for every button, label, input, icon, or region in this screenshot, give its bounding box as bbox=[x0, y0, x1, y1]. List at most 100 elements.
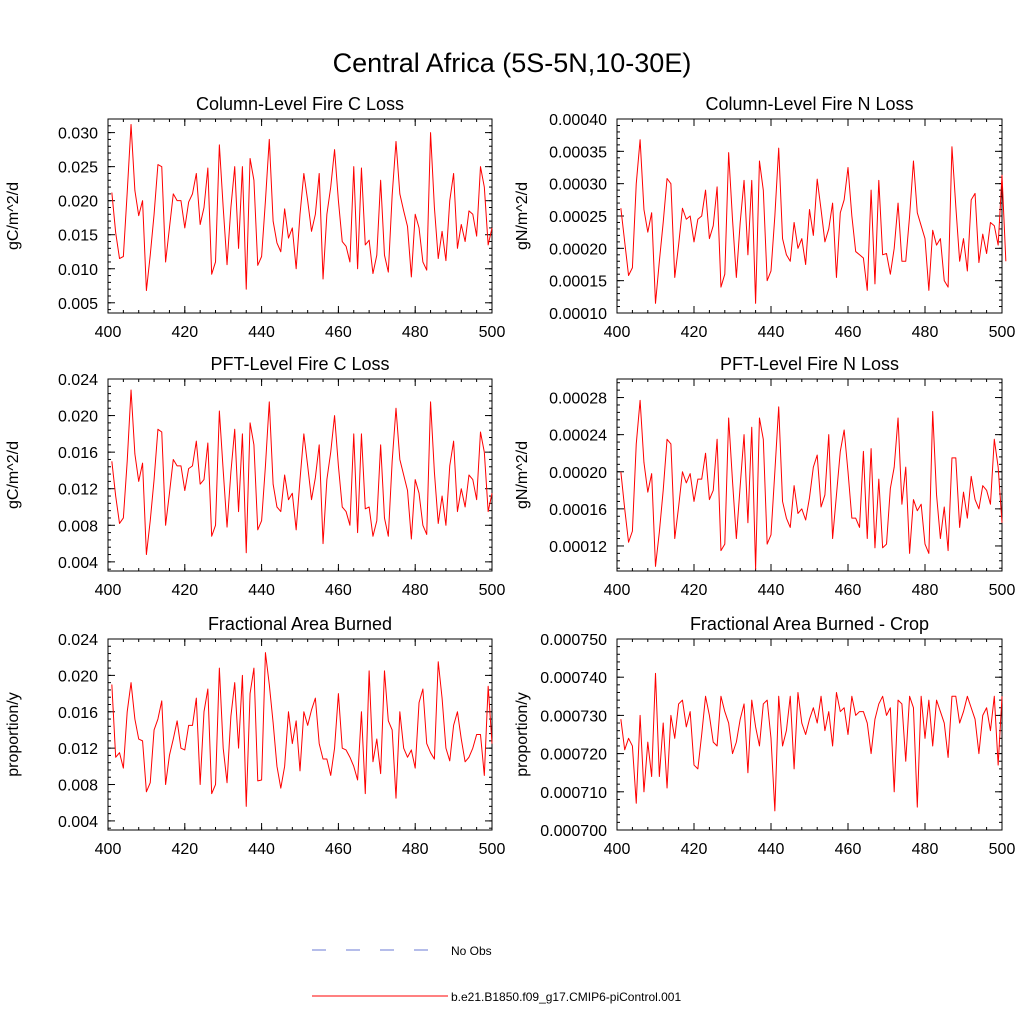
y-tick-label: 0.000750 bbox=[540, 632, 607, 649]
y-tick-label: 0.012 bbox=[58, 741, 98, 758]
y-tick-label: 0.025 bbox=[58, 160, 98, 177]
plot-frame bbox=[616, 378, 1003, 572]
x-tick-label: 480 bbox=[402, 582, 429, 599]
plot-frame bbox=[107, 638, 493, 831]
y-tick-label: 0.024 bbox=[58, 632, 98, 649]
x-tick-label: 420 bbox=[171, 841, 198, 858]
y-tick-label: 0.024 bbox=[58, 372, 98, 389]
x-tick-label: 460 bbox=[325, 582, 352, 599]
panel-title: PFT-Level Fire N Loss bbox=[720, 354, 899, 374]
y-tick-label: 0.00012 bbox=[549, 539, 607, 556]
y-tick-label: 0.000700 bbox=[540, 823, 607, 840]
y-tick-label: 0.016 bbox=[58, 445, 98, 462]
x-tick-label: 400 bbox=[604, 324, 631, 341]
figure-title: Central Africa (5S-5N,10-30E) bbox=[333, 48, 692, 78]
x-tick-label: 400 bbox=[95, 841, 122, 858]
x-tick-label: 440 bbox=[758, 841, 785, 858]
x-tick-label: 440 bbox=[248, 841, 275, 858]
y-tick-label: 0.00025 bbox=[549, 209, 607, 226]
chart-panel-2: 400 420 440 460 480 500 0.00010 0.00015 0.00020 0… bbox=[514, 94, 1015, 341]
x-tick-label: 480 bbox=[402, 841, 429, 858]
legend: No Obs b.e21.B1850.f09_g17.CMIP6-piContr… bbox=[312, 944, 681, 1004]
y-tick-label: 0.00030 bbox=[549, 177, 607, 194]
y-tick-label: 0.005 bbox=[58, 296, 98, 313]
x-tick-label: 500 bbox=[989, 324, 1016, 341]
chart-panels: 400 420 440 460 480 500 0.005 0.010 0.015 0.020 0.… bbox=[5, 94, 1015, 858]
x-tick-label: 400 bbox=[95, 324, 122, 341]
x-tick-label: 400 bbox=[95, 582, 122, 599]
chart-panel-4: 400 420 440 460 480 500 0.00012 0.00016 0.00020 0… bbox=[514, 354, 1015, 599]
y-tick-label: 0.015 bbox=[58, 228, 98, 245]
y-tick-label: 0.00016 bbox=[549, 502, 607, 519]
x-tick-label: 420 bbox=[171, 582, 198, 599]
y-tick-label: 0.012 bbox=[58, 482, 98, 499]
y-tick-label: 0.008 bbox=[58, 518, 98, 535]
panel-title: Column-Level Fire N Loss bbox=[705, 94, 913, 114]
x-tick-label: 400 bbox=[604, 841, 631, 858]
series-line bbox=[111, 652, 493, 807]
panel-title: Fractional Area Burned bbox=[208, 614, 392, 634]
y-tick-label: 0.00010 bbox=[549, 306, 607, 323]
panel-title: Column-Level Fire C Loss bbox=[196, 94, 404, 114]
y-axis-label: gN/m^2/d bbox=[514, 441, 531, 509]
x-tick-label: 460 bbox=[325, 841, 352, 858]
legend-label-model: b.e21.B1850.f09_g17.CMIP6-piControl.001 bbox=[451, 990, 681, 1004]
x-tick-label: 480 bbox=[912, 841, 939, 858]
y-axis-label: gN/m^2/d bbox=[514, 182, 531, 250]
plot-frame bbox=[107, 118, 493, 314]
x-tick-label: 460 bbox=[835, 582, 862, 599]
panel-title: Fractional Area Burned - Crop bbox=[690, 614, 929, 634]
x-tick-label: 460 bbox=[325, 324, 352, 341]
x-tick-label: 480 bbox=[912, 582, 939, 599]
x-tick-label: 400 bbox=[604, 582, 631, 599]
x-tick-label: 440 bbox=[248, 324, 275, 341]
x-tick-label: 440 bbox=[248, 582, 275, 599]
x-tick-label: 420 bbox=[681, 841, 708, 858]
legend-label-no-obs: No Obs bbox=[451, 944, 492, 958]
x-tick-label: 480 bbox=[402, 324, 429, 341]
chart-panel-3: 400 420 440 460 480 500 0.004 0.008 0.012 0.016 0.… bbox=[5, 354, 505, 599]
plot-frame bbox=[107, 378, 493, 572]
y-tick-label: 0.000730 bbox=[540, 708, 607, 725]
y-tick-label: 0.00024 bbox=[549, 428, 607, 445]
series-line bbox=[111, 123, 493, 292]
x-tick-label: 460 bbox=[835, 324, 862, 341]
x-tick-label: 480 bbox=[912, 324, 939, 341]
y-tick-label: 0.00020 bbox=[549, 465, 607, 482]
x-tick-label: 440 bbox=[758, 324, 785, 341]
x-tick-label: 500 bbox=[479, 582, 506, 599]
x-tick-label: 500 bbox=[989, 841, 1016, 858]
y-tick-label: 0.00035 bbox=[549, 144, 607, 161]
series-line bbox=[620, 399, 1003, 570]
x-tick-label: 500 bbox=[989, 582, 1016, 599]
x-tick-label: 440 bbox=[758, 582, 785, 599]
x-tick-label: 500 bbox=[479, 841, 506, 858]
y-tick-label: 0.010 bbox=[58, 262, 98, 279]
y-tick-label: 0.00028 bbox=[549, 391, 607, 408]
series-line bbox=[111, 389, 493, 556]
y-tick-label: 0.00040 bbox=[549, 112, 607, 129]
chart-panel-5: 400 420 440 460 480 500 0.004 0.008 0.012 0.016 0.… bbox=[5, 614, 505, 858]
y-tick-label: 0.000710 bbox=[540, 785, 607, 802]
series-line bbox=[620, 139, 1007, 304]
x-tick-label: 500 bbox=[479, 324, 506, 341]
x-tick-label: 420 bbox=[171, 324, 198, 341]
y-tick-label: 0.000740 bbox=[540, 670, 607, 687]
chart-panel-1: 400 420 440 460 480 500 0.005 0.010 0.015 0.020 0.… bbox=[5, 94, 505, 341]
x-tick-label: 420 bbox=[681, 582, 708, 599]
y-tick-label: 0.000720 bbox=[540, 747, 607, 764]
y-tick-label: 0.008 bbox=[58, 778, 98, 795]
plot-frame bbox=[616, 638, 1003, 831]
x-tick-label: 420 bbox=[681, 324, 708, 341]
series-line bbox=[620, 672, 1003, 812]
y-tick-label: 0.030 bbox=[58, 126, 98, 143]
panel-title: PFT-Level Fire C Loss bbox=[210, 354, 389, 374]
y-tick-label: 0.00015 bbox=[549, 274, 607, 291]
y-axis-label: gC/m^2/d bbox=[5, 182, 22, 250]
chart-panel-6: 400 420 440 460 480 500 0.000700 0.000710 0.0007… bbox=[514, 614, 1015, 858]
y-tick-label: 0.016 bbox=[58, 705, 98, 722]
y-axis-label: proportion/y bbox=[5, 692, 22, 777]
x-tick-label: 460 bbox=[835, 841, 862, 858]
y-tick-label: 0.020 bbox=[58, 409, 98, 426]
